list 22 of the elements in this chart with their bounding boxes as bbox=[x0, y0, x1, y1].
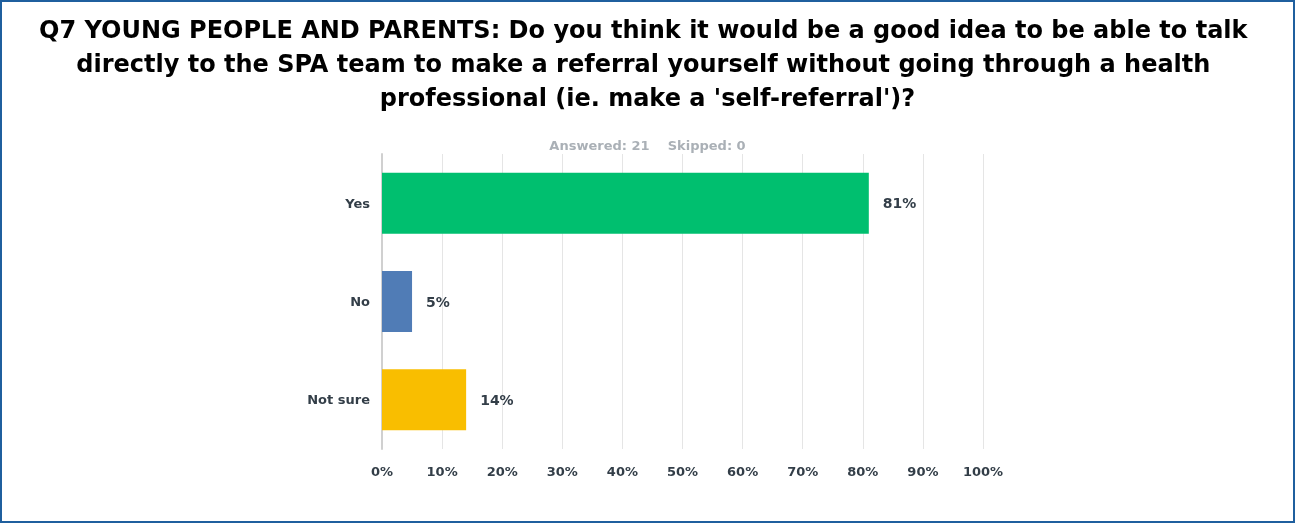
x-tick-label: 10% bbox=[426, 464, 458, 479]
x-tick-label: 80% bbox=[847, 464, 879, 479]
data-label: 5% bbox=[426, 293, 450, 310]
data-label: 14% bbox=[480, 391, 514, 408]
bar bbox=[382, 172, 869, 234]
x-tick-label: 50% bbox=[666, 464, 699, 479]
x-tick-label: 20% bbox=[486, 464, 518, 479]
bar bbox=[382, 369, 467, 431]
x-tick-label: 70% bbox=[787, 464, 819, 479]
x-tick-label: 100% bbox=[962, 464, 1004, 479]
x-tick-label: 90% bbox=[907, 464, 939, 479]
x-tick-label: 0% bbox=[370, 464, 394, 479]
x-tick-label: 30% bbox=[546, 464, 578, 479]
data-label: 81% bbox=[882, 195, 917, 212]
bar bbox=[382, 271, 413, 332]
x-tick-label: 60% bbox=[727, 464, 759, 479]
y-tick-label: No bbox=[350, 294, 371, 309]
chart-title: Q7 YOUNG PEOPLE AND PARENTS: Do you think it would be a good idea to be able to talk directly to the SPA team to make a referral yourself without going through a health professional (ie. make a 'self-referral')? bbox=[39, 16, 1256, 112]
chart-subtitle: Answered: 21 Skipped: 0 bbox=[549, 138, 746, 153]
y-tick-label: Yes bbox=[344, 195, 371, 211]
y-tick-label: Not sure bbox=[307, 392, 371, 408]
x-tick-label: 40% bbox=[606, 464, 638, 479]
